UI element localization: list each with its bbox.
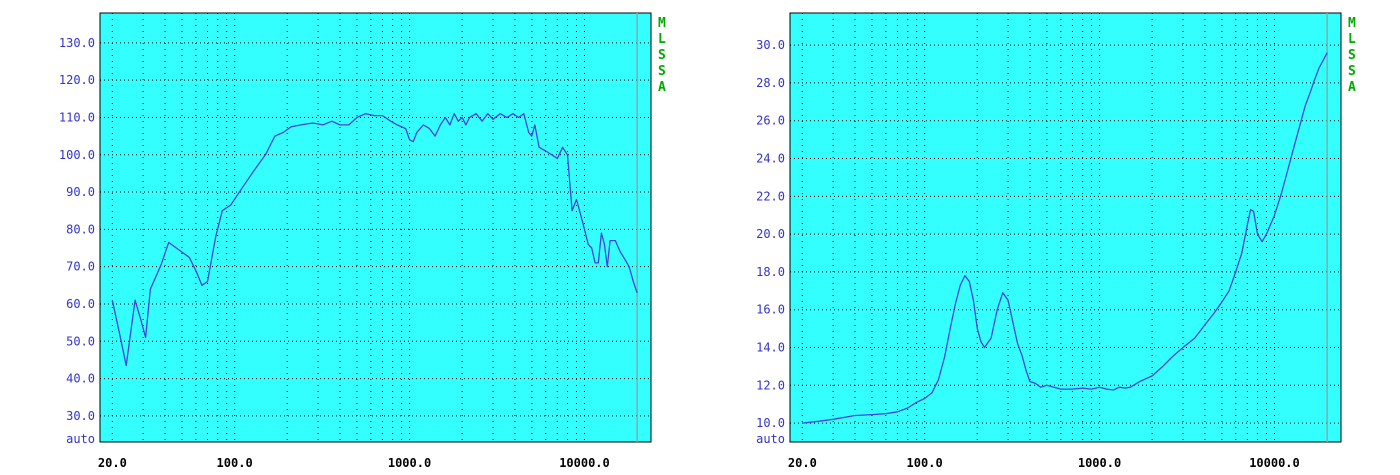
y-tick-label: 18.0 [756,265,785,279]
brand-letter: S [658,64,666,79]
brand-letter: M [1348,16,1356,31]
y-tick-label: 100.0 [59,148,95,162]
plot-area [789,12,1342,443]
brand-letter: S [658,48,666,63]
y-tick-label: 60.0 [66,297,95,311]
y-tick-label: 30.0 [66,409,95,423]
x-tick-label: 20.0 [788,456,817,470]
chart-impedance-response: 10.0 12.0 14.0 16.0 18.0 20.0 22.0 24.0 26.0 28.0… [756,12,1356,470]
x-tick-label: 20.0 [98,456,127,470]
x-tick-label: 100.0 [907,456,943,470]
y-tick-label: 90.0 [66,185,95,199]
brand-letter: A [658,80,666,95]
y-tick-label: 14.0 [756,341,785,355]
y-tick-label: 110.0 [59,110,95,124]
y-tick-label: 26.0 [756,114,785,128]
brand-letter: L [658,32,666,47]
y-tick-label: 130.0 [59,36,95,50]
series-line [802,52,1328,424]
y-tick-label: 12.0 [756,378,785,392]
y-tick-label: 28.0 [756,76,785,90]
y-tick-label: 70.0 [66,260,95,274]
y-tick-label: 22.0 [756,189,785,203]
x-tick-label: 10000.0 [559,456,610,470]
y-tick-label: 10.0 [756,416,785,430]
brand-letter: M [658,16,666,31]
y-tick-label: 16.0 [756,303,785,317]
y-tick-label: 50.0 [66,334,95,348]
brand-letter: L [1348,32,1356,47]
x-tick-label: 1000.0 [388,456,431,470]
chart-spl-response: 30.0 40.0 50.0 60.0 70.0 80.0 90.0 100.0 110.0 12… [59,12,666,470]
x-tick-label: 100.0 [217,456,253,470]
x-tick-label: 1000.0 [1078,456,1121,470]
y-tick-label: 120.0 [59,73,95,87]
x-tick-label: 10000.0 [1249,456,1300,470]
y-tick-label: 30.0 [756,38,785,52]
y-tick-label: 40.0 [66,372,95,386]
y-auto-label: auto [66,432,95,446]
y-tick-label: 80.0 [66,222,95,236]
brand-letter: S [1348,64,1356,79]
y-tick-label: 20.0 [756,227,785,241]
plot-area [99,12,652,443]
y-auto-label: auto [756,432,785,446]
y-tick-label: 24.0 [756,152,785,166]
brand-letter: S [1348,48,1356,63]
brand-letter: A [1348,80,1356,95]
series-line [111,113,638,367]
